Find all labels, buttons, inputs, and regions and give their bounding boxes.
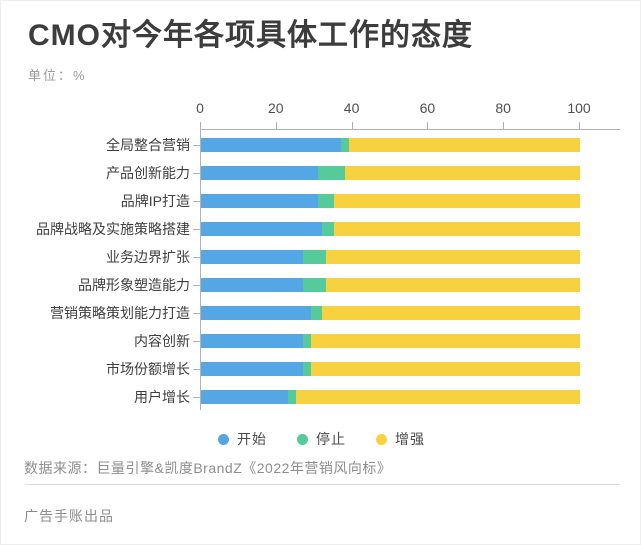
- x-tick-mark: [427, 122, 429, 129]
- category-label: 品牌形象塑造能力: [78, 277, 190, 293]
- bar-segment-增强: [295, 390, 580, 405]
- y-tick-mark: [193, 228, 200, 230]
- legend-label: 停止: [316, 431, 346, 447]
- x-tick-label: 100: [567, 100, 591, 116]
- y-tick-mark: [193, 172, 200, 174]
- x-tick-mark: [579, 122, 580, 129]
- bar-row: [201, 306, 580, 321]
- legend-dot-icon: [218, 433, 229, 445]
- bar-segment-停止: [322, 221, 334, 236]
- category-label: 营销策略策划能力打造: [50, 305, 190, 322]
- x-tick-label: 40: [343, 100, 360, 116]
- bar-segment-开始: [201, 193, 319, 208]
- bar-segment-开始: [201, 137, 342, 152]
- x-tick-label: 80: [495, 100, 511, 116]
- bar-segment-增强: [326, 278, 580, 292]
- bar-segment-增强: [348, 137, 580, 152]
- legend: 开始 停止 增强: [1, 429, 640, 449]
- legend-item: 停止: [297, 429, 346, 449]
- page-title: CMO对今年各项具体工作的态度: [28, 19, 473, 52]
- bar-segment-停止: [288, 390, 296, 405]
- bar-segment-增强: [310, 362, 580, 377]
- bar-segment-开始: [201, 390, 289, 405]
- x-tick-mark: [200, 122, 201, 129]
- bar-segment-增强: [322, 306, 580, 321]
- legend-label: 增强: [395, 431, 425, 447]
- bar-row: [201, 193, 580, 208]
- category-label: 内容创新: [134, 333, 190, 350]
- bar-row: [201, 334, 580, 349]
- bar-row: [201, 221, 580, 236]
- bar-segment-开始: [201, 249, 304, 264]
- data-source: 数据来源：巨量引擎&凯度BrandZ《2022年营销风向标》: [24, 460, 392, 476]
- category-label: 市场份额增长: [106, 361, 190, 378]
- x-tick-mark: [351, 122, 353, 129]
- y-tick-mark: [193, 200, 200, 202]
- y-tick-mark: [193, 285, 200, 286]
- x-axis-line: [200, 129, 620, 130]
- category-label: 产品创新能力: [106, 164, 190, 181]
- x-tick-mark: [503, 122, 505, 129]
- stacked-bar-chart: 0 20 40 60 80 100 全局整合营销 产品创新能力品牌IP打造品牌战略及实施策略…: [1, 1, 640, 461]
- bar-segment-开始: [201, 165, 319, 180]
- category-label: 用户增长: [134, 389, 190, 406]
- x-tick-label: 20: [268, 100, 284, 116]
- y-tick-mark: [193, 369, 200, 371]
- x-tick-label: 60: [419, 100, 436, 116]
- bar-row: [201, 137, 580, 152]
- legend-dot-icon: [376, 433, 387, 445]
- divider: [25, 484, 620, 485]
- bar-segment-开始: [201, 362, 304, 377]
- bar-segment-停止: [303, 334, 311, 349]
- category-label: 品牌IP打造: [120, 192, 190, 209]
- bar-segment-开始: [201, 334, 304, 349]
- y-axis-line: [200, 129, 201, 410]
- bar-row: [201, 278, 580, 292]
- unit-label: 单位：%: [28, 68, 87, 83]
- bar-segment-增强: [333, 193, 580, 208]
- bar-segment-停止: [318, 193, 334, 208]
- x-tick-mark: [275, 122, 277, 129]
- y-tick-mark: [193, 144, 200, 146]
- bar-segment-停止: [303, 249, 327, 264]
- bar-segment-增强: [345, 165, 580, 180]
- bar-row: [201, 249, 580, 264]
- bar-segment-开始: [201, 306, 311, 321]
- bar-segment-增强: [333, 221, 580, 236]
- bar-segment-停止: [310, 306, 323, 321]
- legend-item: 增强: [376, 429, 425, 449]
- bar-segment-增强: [326, 249, 580, 264]
- bar-segment-开始: [201, 278, 304, 292]
- category-label: 业务边界扩张: [106, 248, 190, 265]
- bar-segment-停止: [341, 137, 349, 152]
- y-tick-mark: [193, 313, 200, 315]
- bar-segment-停止: [318, 165, 345, 180]
- bar-row: [201, 390, 580, 405]
- category-label: 品牌战略及实施策略搭建: [36, 220, 190, 237]
- bar-segment-开始: [201, 221, 323, 236]
- category-label: 全局整合营销: [106, 136, 190, 153]
- y-tick-mark: [193, 341, 200, 343]
- credit: 广告手账出品: [24, 508, 114, 524]
- bar-row: [201, 362, 580, 377]
- y-tick-mark: [193, 256, 200, 258]
- bar-segment-停止: [303, 362, 311, 377]
- bar-segment-增强: [310, 334, 580, 349]
- x-tick-label: 0: [196, 100, 204, 116]
- legend-item: 开始: [218, 429, 267, 449]
- legend-dot-icon: [297, 433, 308, 445]
- legend-label: 开始: [237, 431, 267, 447]
- bar-row: [201, 165, 580, 180]
- y-tick-mark: [193, 397, 200, 399]
- bar-segment-停止: [303, 278, 327, 292]
